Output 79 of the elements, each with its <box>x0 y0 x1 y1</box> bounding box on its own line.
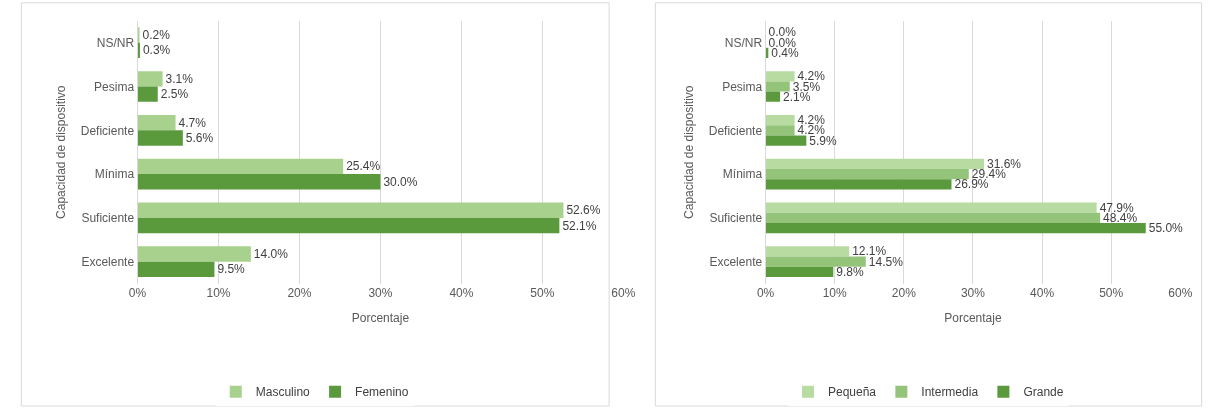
y-tick-label: NS/NR <box>724 35 763 50</box>
bar <box>765 168 969 180</box>
bar <box>765 202 1097 213</box>
data-label: 30.0% <box>383 174 418 189</box>
x-tick-label: 10% <box>822 285 848 300</box>
y-tick-label: Suficiente <box>81 211 135 226</box>
data-label: 55.0% <box>1148 221 1184 236</box>
x-axis-title: Porcentaje <box>944 311 1002 326</box>
data-label: 0.3% <box>142 43 171 58</box>
y-axis-title: Capacidad de dispositivo <box>54 85 69 219</box>
x-tick-label: 30% <box>368 285 393 300</box>
data-label: 9.5% <box>217 262 246 277</box>
y-tick-label: Mínima <box>94 167 135 182</box>
bar <box>765 179 952 190</box>
y-tick-label: NS/NR <box>96 35 135 50</box>
x-tick-label: 40% <box>449 285 474 300</box>
data-label: 9.8% <box>836 264 864 279</box>
x-tick-label: 20% <box>891 285 917 300</box>
x-tick-label: 40% <box>1030 285 1055 300</box>
y-tick-label: Deficiente <box>80 123 135 138</box>
data-label: 5.9% <box>809 133 838 148</box>
x-tick-label: 0% <box>128 285 147 300</box>
y-tick-label: Mínima <box>722 167 763 182</box>
bar <box>765 114 795 126</box>
bar <box>765 81 790 92</box>
x-tick-label: 0% <box>756 285 775 300</box>
bar <box>765 256 866 267</box>
data-label: 2.5% <box>160 87 189 102</box>
x-tick-label: 50% <box>1099 285 1124 300</box>
x-tick-label: 60% <box>1168 285 1193 300</box>
bar <box>137 217 560 234</box>
bar <box>137 27 140 43</box>
bar <box>765 246 850 257</box>
y-tick-label: Deficiente <box>708 123 763 138</box>
x-axis-title: Porcentaje <box>351 311 410 326</box>
y-tick-label: Pesima <box>722 79 763 94</box>
x-tick-label: 50% <box>530 285 555 300</box>
data-label: 26.9% <box>954 177 989 192</box>
bar <box>137 86 158 102</box>
bar <box>137 246 251 262</box>
y-tick-label: Excelente <box>81 254 135 269</box>
bar <box>765 71 795 82</box>
bar <box>137 114 176 131</box>
x-tick-label: 20% <box>287 285 312 300</box>
data-label: 14.5% <box>868 254 904 269</box>
legend-label: Pequeña <box>827 385 877 400</box>
bar <box>765 91 781 102</box>
y-tick-label: Suficiente <box>709 211 763 226</box>
legend-label: Grande <box>1023 385 1064 400</box>
bar <box>765 125 795 136</box>
data-label: 52.6% <box>566 203 601 218</box>
bar <box>765 212 1101 224</box>
bar <box>137 158 344 175</box>
legend-label: Femenino <box>355 385 409 400</box>
bar <box>137 71 163 87</box>
bar <box>765 135 807 146</box>
data-label: 14.0% <box>253 247 289 262</box>
data-label: 0.2% <box>142 28 171 43</box>
bar <box>765 266 834 278</box>
y-axis-title: Capacidad de dispositivo <box>682 85 697 219</box>
legend-label: Masculino <box>255 385 311 400</box>
data-label: 52.1% <box>562 218 597 233</box>
bar <box>765 223 1146 234</box>
data-label: 3.1% <box>165 71 194 86</box>
data-label: 5.6% <box>185 130 214 145</box>
bar <box>137 130 183 146</box>
data-label: 31.6% <box>986 156 1022 171</box>
x-tick-label: 60% <box>611 285 636 300</box>
data-label: 25.4% <box>346 159 381 174</box>
x-tick-label: 30% <box>960 285 986 300</box>
y-tick-label: Excelente <box>709 254 763 269</box>
bar <box>137 174 381 190</box>
bar <box>137 202 564 218</box>
x-tick-label: 10% <box>206 285 231 300</box>
bar <box>137 261 215 278</box>
data-label: 4.7% <box>178 115 207 130</box>
bar <box>765 158 984 169</box>
legend-label: Intermedia <box>921 385 979 400</box>
y-tick-label: Pesima <box>94 79 135 94</box>
